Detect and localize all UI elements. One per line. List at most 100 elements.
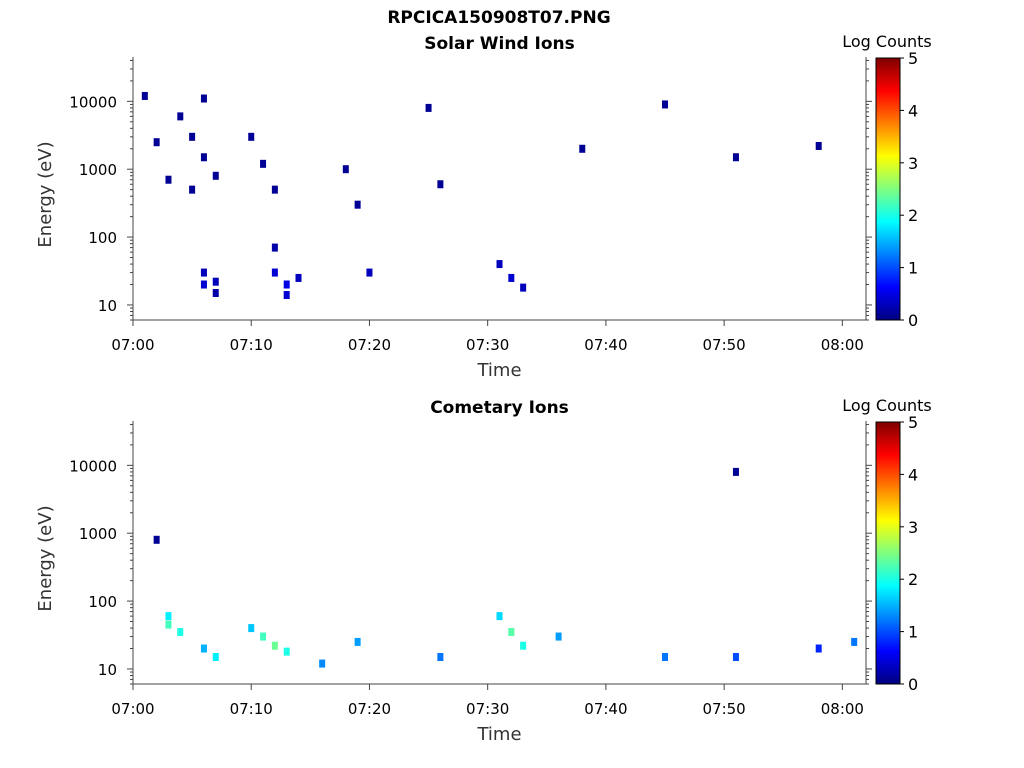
heatmap-cell <box>732 652 739 661</box>
heatmap-cell <box>177 112 184 121</box>
y-tick-label: 10000 <box>69 457 117 475</box>
heatmap-cell <box>283 291 290 300</box>
x-tick-label: 07:30 <box>466 336 509 354</box>
x-tick-label: 07:50 <box>703 700 746 718</box>
heatmap-cell <box>283 647 290 656</box>
colorbar <box>875 57 901 321</box>
heatmap-cell <box>295 273 302 282</box>
heatmap-cell <box>141 91 148 100</box>
x-tick-label: 08:00 <box>821 336 864 354</box>
heatmap-cell <box>200 280 207 289</box>
heatmap-cell <box>153 535 160 544</box>
heatmap-cell <box>271 641 278 650</box>
colorbar-tick-label: 0 <box>908 675 918 694</box>
heatmap-cells <box>153 467 858 668</box>
heatmap-cell <box>189 185 196 194</box>
heatmap-cell <box>248 624 255 633</box>
heatmap-cell <box>342 165 349 174</box>
heatmap-cell <box>248 132 255 141</box>
colorbar-tick-label: 4 <box>908 101 918 120</box>
heatmap-cell <box>366 268 373 277</box>
heatmap-cell <box>579 144 586 153</box>
colorbar-tick-label: 5 <box>908 49 918 68</box>
heatmap-cells <box>141 91 822 300</box>
panel-title: Cometary Ions <box>430 398 569 418</box>
y-axis-label: Energy (eV) <box>35 505 56 611</box>
x-tick-label: 07:20 <box>348 336 391 354</box>
panel-title: Solar Wind Ions <box>424 34 575 54</box>
x-tick-label: 07:40 <box>584 700 627 718</box>
heatmap-cell <box>851 637 858 646</box>
heatmap-cell <box>212 277 219 286</box>
x-tick-label: 07:20 <box>348 700 391 718</box>
heatmap-cell <box>200 153 207 162</box>
y-tick-label: 1000 <box>79 161 117 179</box>
heatmap-cell <box>260 159 267 168</box>
colorbar-label: Log Counts <box>842 396 932 415</box>
y-tick-label: 10 <box>98 297 117 315</box>
heatmap-cell <box>271 185 278 194</box>
x-axis-label: Time <box>476 360 521 381</box>
heatmap-cell <box>508 628 515 637</box>
heatmap-cell <box>177 628 184 637</box>
figure-title: RPCICA150908T07.PNG <box>387 8 610 28</box>
heatmap-cell <box>520 283 527 292</box>
x-tick-label: 08:00 <box>821 700 864 718</box>
x-tick-label: 07:50 <box>703 336 746 354</box>
heatmap-cell <box>508 273 515 282</box>
heatmap-cell <box>662 652 669 661</box>
x-tick-label: 07:00 <box>111 336 154 354</box>
x-axis-label: Time <box>476 724 521 745</box>
colorbar-tick-label: 2 <box>908 570 918 589</box>
colorbar-tick-label: 0 <box>908 311 918 330</box>
heatmap-cell <box>425 103 432 112</box>
colorbar-tick-label: 2 <box>908 206 918 225</box>
heatmap-cell <box>732 467 739 476</box>
heatmap-cell <box>200 644 207 653</box>
heatmap-cell <box>555 632 562 641</box>
heatmap-cell <box>732 153 739 162</box>
heatmap-cell <box>212 288 219 297</box>
heatmap-cell <box>260 632 267 641</box>
colorbar <box>875 421 901 685</box>
heatmap-cell <box>815 644 822 653</box>
heatmap-cell <box>212 171 219 180</box>
heatmap-cell <box>200 94 207 103</box>
colorbar-tick-label: 3 <box>908 518 918 537</box>
y-tick-label: 10 <box>98 661 117 679</box>
heatmap-cell <box>354 637 361 646</box>
y-tick-label: 100 <box>88 593 117 611</box>
heatmap-cell <box>212 652 219 661</box>
colorbar-tick-label: 1 <box>908 259 918 278</box>
x-tick-label: 07:30 <box>466 700 509 718</box>
x-tick-label: 07:10 <box>230 336 273 354</box>
heatmap-cell <box>271 243 278 252</box>
colorbar-tick-label: 1 <box>908 623 918 642</box>
heatmap-cell <box>319 659 326 668</box>
x-tick-label: 07:00 <box>111 700 154 718</box>
heatmap-cell <box>354 200 361 209</box>
y-axis-label: Energy (eV) <box>35 141 56 247</box>
heatmap-cell <box>815 141 822 150</box>
y-tick-label: 10000 <box>69 93 117 111</box>
heatmap-cell <box>496 260 503 269</box>
heatmap-cell <box>496 612 503 621</box>
colorbar-tick-label: 5 <box>908 413 918 432</box>
colorbar-tick-label: 4 <box>908 465 918 484</box>
colorbar-tick-label: 3 <box>908 154 918 173</box>
heatmap-cell <box>437 652 444 661</box>
heatmap-cell <box>165 612 172 621</box>
y-tick-label: 1000 <box>79 525 117 543</box>
heatmap-cell <box>165 175 172 184</box>
colorbar-label: Log Counts <box>842 32 932 51</box>
heatmap-cell <box>153 138 160 147</box>
y-tick-label: 100 <box>88 229 117 247</box>
heatmap-cell <box>283 280 290 289</box>
heatmap-cell <box>520 641 527 650</box>
x-tick-label: 07:10 <box>230 700 273 718</box>
heatmap-cell <box>200 268 207 277</box>
heatmap-cell <box>165 620 172 629</box>
